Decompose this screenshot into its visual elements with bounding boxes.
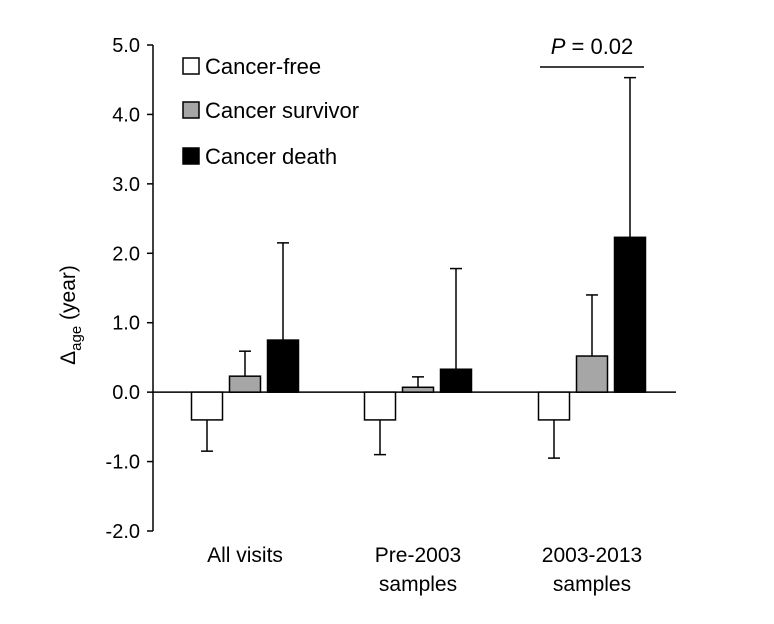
legend-swatch xyxy=(182,57,200,75)
y-tick-label: -1.0 xyxy=(106,452,140,474)
x-category-label: All visits xyxy=(207,544,283,567)
legend-label: Cancer death xyxy=(205,144,337,169)
y-axis-label-subscript: age xyxy=(68,326,85,351)
legend-label: Cancer-free xyxy=(205,54,321,79)
labels: 5.0 4.0 3.0 2.0 1.0 0.0 -1.0 -2.0 Δage (year) All… xyxy=(57,34,644,596)
x-category-label: Pre-2003 xyxy=(375,544,461,567)
y-tick-label: 3.0 xyxy=(112,174,140,196)
legend-swatch xyxy=(182,101,200,119)
legend-label: Cancer survivor xyxy=(205,98,359,123)
significance-label: P = 0.02 xyxy=(551,34,634,59)
y-tick-label: 2.0 xyxy=(112,243,140,265)
bar-1-1 xyxy=(401,386,435,393)
bar-0-2 xyxy=(537,391,571,421)
legend: Cancer-free Cancer survivor Cancer death xyxy=(182,54,359,169)
bar-1-2 xyxy=(575,355,609,393)
p-symbol: P xyxy=(551,34,566,59)
y-axis-label: Δage (year) xyxy=(57,265,85,365)
y-axis-label-main: Δ xyxy=(57,351,80,365)
bar-0-0 xyxy=(190,391,224,421)
y-tick-label: 0.0 xyxy=(112,382,140,404)
y-axis-label-unit: (year) xyxy=(57,265,80,326)
bar-2-1 xyxy=(439,368,473,393)
y-tick-label: 5.0 xyxy=(112,35,140,57)
x-category-label: 2003-2013 xyxy=(542,544,642,567)
p-value: = 0.02 xyxy=(565,34,633,59)
bar-2-2 xyxy=(613,236,647,393)
bar-0-1 xyxy=(363,391,397,421)
y-tick-label: 4.0 xyxy=(112,104,140,126)
x-category-label: samples xyxy=(379,573,457,596)
x-category-label: samples xyxy=(553,573,631,596)
y-tick-label: -2.0 xyxy=(106,521,140,543)
bars xyxy=(190,76,647,459)
y-tick-label: 1.0 xyxy=(112,313,140,335)
bar-2-0 xyxy=(266,339,300,393)
legend-swatch xyxy=(182,147,200,165)
bar-1-0 xyxy=(228,375,262,393)
